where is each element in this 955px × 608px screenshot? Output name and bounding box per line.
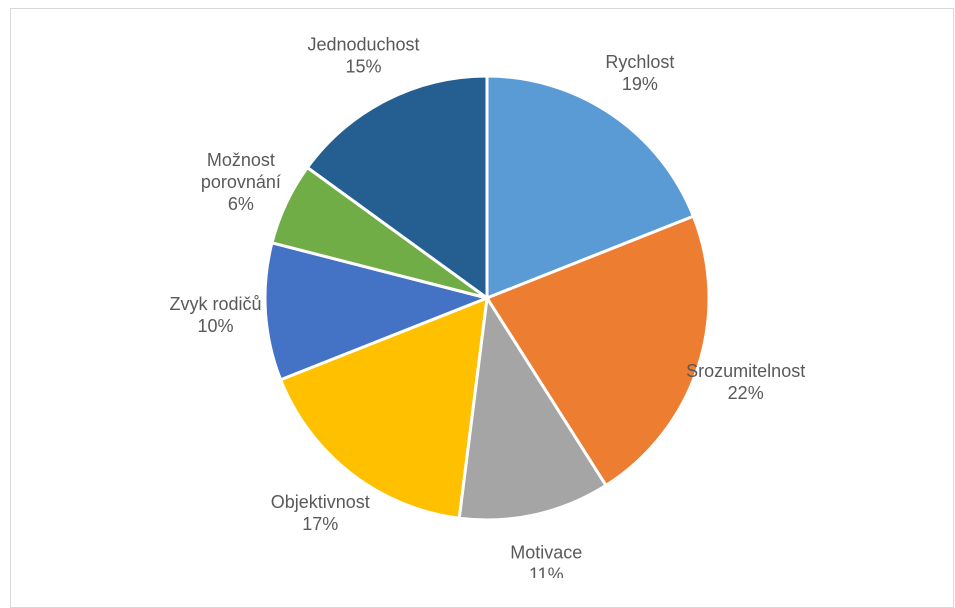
data-label-percent: 17%	[302, 514, 338, 534]
data-label-category: Zvyk rodičů	[169, 294, 261, 314]
data-label-percent: 19%	[622, 74, 658, 94]
data-label-srozumitelnost: Srozumitelnost 22%	[686, 361, 805, 403]
data-label-category: Srozumitelnost	[686, 361, 805, 381]
data-label-percent: 10%	[197, 316, 233, 336]
data-label-percent: 6%	[228, 194, 254, 214]
data-label-motivace: Motivace 11%	[510, 542, 582, 578]
data-label-zvyk-rodicu: Zvyk rodičů 10%	[169, 294, 261, 336]
pie-slice-motivace	[457, 296, 608, 522]
data-label-jednoduchost: Jednoduchost 15%	[307, 35, 419, 77]
pie-slice-objektivnost	[279, 296, 489, 520]
pie-slice-rychlost	[485, 74, 695, 300]
data-label-category: Jednoduchost	[307, 35, 419, 55]
data-label-percent: 11%	[529, 564, 564, 578]
data-label-percent: 15%	[345, 57, 381, 77]
data-label-rychlost: Rychlost 19%	[605, 52, 674, 94]
data-label-moznost-porovnani: Možnost porovnání 6%	[201, 150, 281, 214]
data-label-category: Motivace	[510, 542, 582, 562]
pie-slice-jednoduchost	[305, 74, 489, 300]
pie-slice-zvyk-rodicu	[263, 241, 489, 382]
data-label-category: Objektivnost	[271, 492, 370, 512]
data-label-objektivnost: Objektivnost 17%	[271, 492, 370, 534]
pie-chart: Rychlost 19% Srozumitelnost 22% Motivace 11% O…	[169, 35, 805, 578]
data-label-percent: 22%	[728, 383, 764, 403]
pie-slice-srozumitelnost	[485, 214, 711, 487]
data-label-category: Rychlost	[605, 52, 674, 72]
data-label-category: porovnání	[201, 172, 281, 192]
data-label-category: Možnost	[207, 150, 275, 170]
